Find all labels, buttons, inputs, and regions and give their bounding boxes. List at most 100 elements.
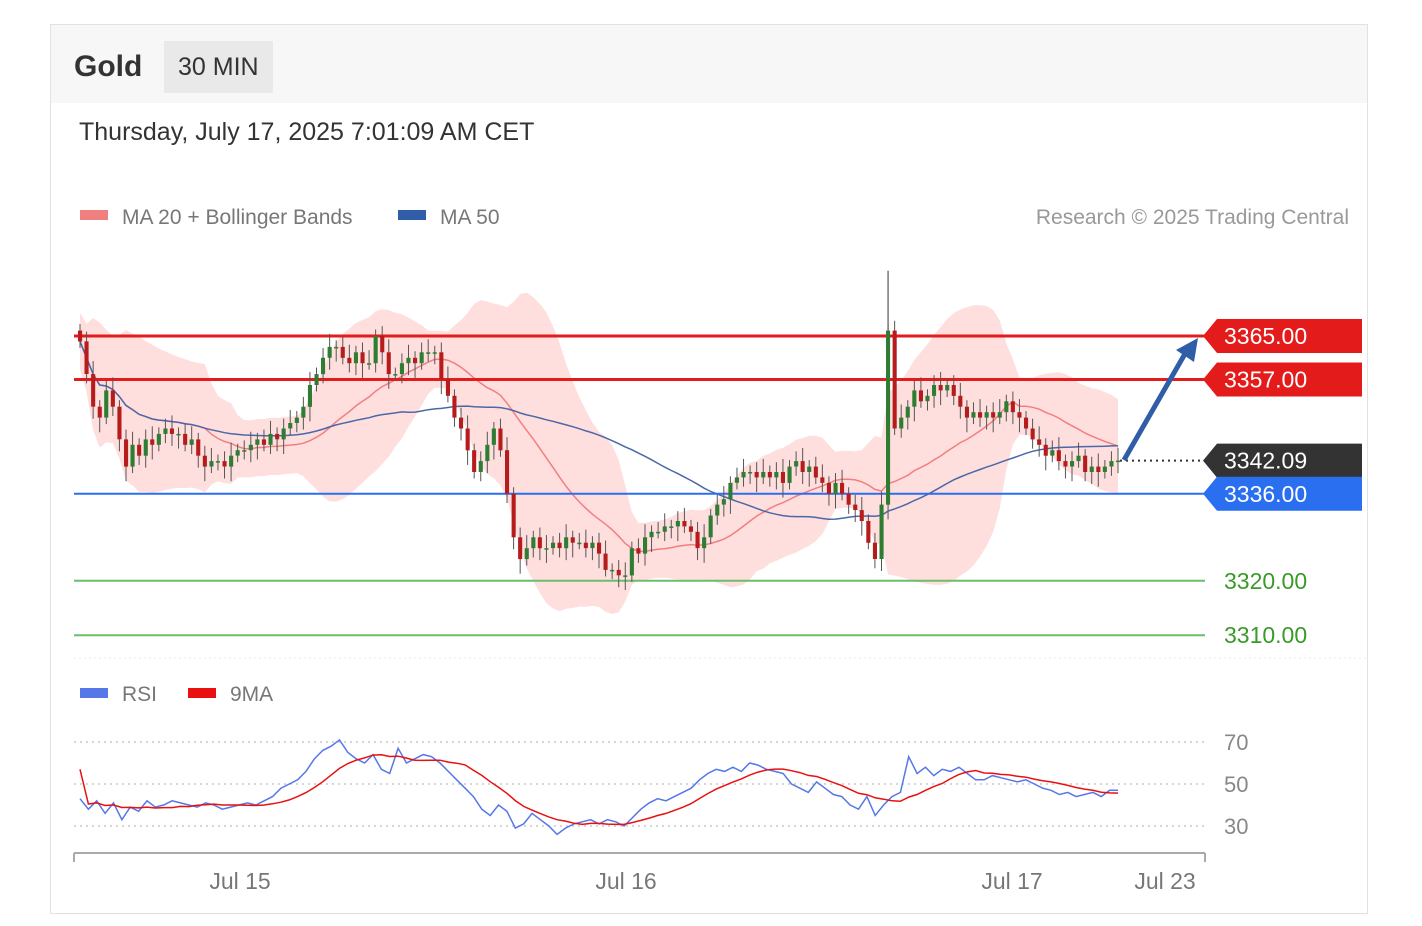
candle-body (557, 542, 562, 549)
candle-body (748, 472, 753, 474)
candle-body (1070, 461, 1075, 467)
candle-body (761, 472, 766, 478)
candle-body (84, 341, 89, 374)
candle-body (978, 412, 983, 418)
timestamp: Thursday, July 17, 2025 7:01:09 AM CET (79, 118, 535, 146)
candle-body (156, 433, 161, 445)
candle-body (826, 482, 831, 494)
ma50-legend-label: MA 50 (440, 206, 500, 229)
forecast-arrow-shaft (1121, 350, 1189, 462)
x-axis-ticks: Jul 15 Jul 16 Jul 17 Jul 23 (209, 868, 1195, 894)
candle-body (196, 439, 201, 456)
candle-body (294, 417, 299, 423)
timeframe-badge[interactable]: 30 MIN (164, 41, 273, 93)
candle-body (445, 379, 450, 396)
candle-body (485, 444, 490, 462)
candle-body (610, 569, 615, 572)
candle-body (137, 444, 142, 456)
candle-body (899, 417, 904, 429)
candle-body (386, 352, 391, 375)
x-tick-label: Jul 16 (595, 868, 656, 894)
candle-body (688, 526, 693, 532)
candle-body (649, 531, 654, 538)
candle-body (984, 412, 989, 418)
candle-body (150, 439, 155, 445)
rsi-tick-label: 30 (1224, 814, 1248, 839)
candle-body (1089, 466, 1094, 472)
candle-body (833, 482, 838, 494)
candle-body (1076, 455, 1081, 462)
candle-body (334, 346, 339, 349)
price-tag-label: 3320.00 (1224, 568, 1307, 594)
candle-body (886, 330, 891, 505)
research-credit: Research © 2025 Trading Central (1036, 206, 1349, 229)
candle-body (91, 374, 96, 407)
candle-body (255, 439, 260, 445)
candle-body (1109, 461, 1114, 467)
candle-body (511, 493, 516, 538)
candle-body (117, 406, 122, 440)
candle-body (656, 531, 661, 534)
x-tick-label: Jul 15 (209, 868, 270, 894)
candle-body (399, 363, 404, 375)
ma50-line (79, 341, 1119, 521)
candle-body (1116, 460, 1121, 463)
candle-body (340, 346, 345, 358)
candle-body (321, 357, 326, 375)
price-levels (74, 334, 1205, 637)
ma20-legend-label: MA 20 + Bollinger Bands (122, 206, 353, 229)
candle-body (518, 537, 523, 560)
candle-body (702, 537, 707, 549)
candle-body (997, 412, 1002, 418)
candle-body (951, 385, 956, 396)
forecast-arrow-head (1176, 338, 1198, 362)
candle-body (905, 406, 910, 418)
instrument-title: Gold (74, 50, 143, 83)
candle-body (892, 330, 897, 429)
candle-body (583, 542, 588, 549)
candle-body (413, 357, 418, 364)
candle-body (1017, 412, 1022, 418)
bollinger-band (80, 292, 1118, 614)
candle-body (248, 444, 253, 451)
candle-body (478, 461, 483, 472)
ma20-legend-swatch (80, 210, 108, 220)
candle-body (347, 357, 352, 364)
candle-body (715, 504, 720, 516)
candle-body (551, 542, 556, 549)
candle-body (734, 477, 739, 483)
candle-body (459, 417, 464, 429)
candle-body (432, 352, 437, 354)
candle-body (537, 537, 542, 549)
candle-body (419, 352, 424, 364)
ma50-legend-swatch (398, 210, 426, 220)
candle-body (1010, 401, 1015, 413)
candle-body (301, 406, 306, 418)
candle-body (616, 569, 621, 576)
candle-body (505, 450, 510, 494)
candle-body (314, 374, 319, 385)
candle-body (268, 433, 273, 445)
candle-body (636, 548, 641, 554)
candle-body (597, 542, 602, 554)
price-tag-pivot (1203, 476, 1362, 511)
candle-body (1030, 428, 1035, 440)
candle-body (242, 450, 247, 452)
candle-body (820, 477, 825, 483)
candle-body (1004, 401, 1009, 413)
candle-body (846, 493, 851, 505)
candle-body (97, 406, 102, 418)
candle-body (767, 472, 772, 478)
candle-body (643, 537, 648, 554)
candle-body (373, 336, 378, 364)
candle-body (708, 515, 713, 538)
candle-body (452, 395, 457, 418)
price-tag-current (1203, 443, 1362, 478)
candle-body (261, 439, 266, 445)
candle-body (958, 395, 963, 407)
candle-body (991, 412, 996, 418)
candle-body (406, 357, 411, 364)
candle-body (229, 455, 234, 467)
candle-body (1102, 466, 1107, 472)
candle-body (794, 461, 799, 467)
